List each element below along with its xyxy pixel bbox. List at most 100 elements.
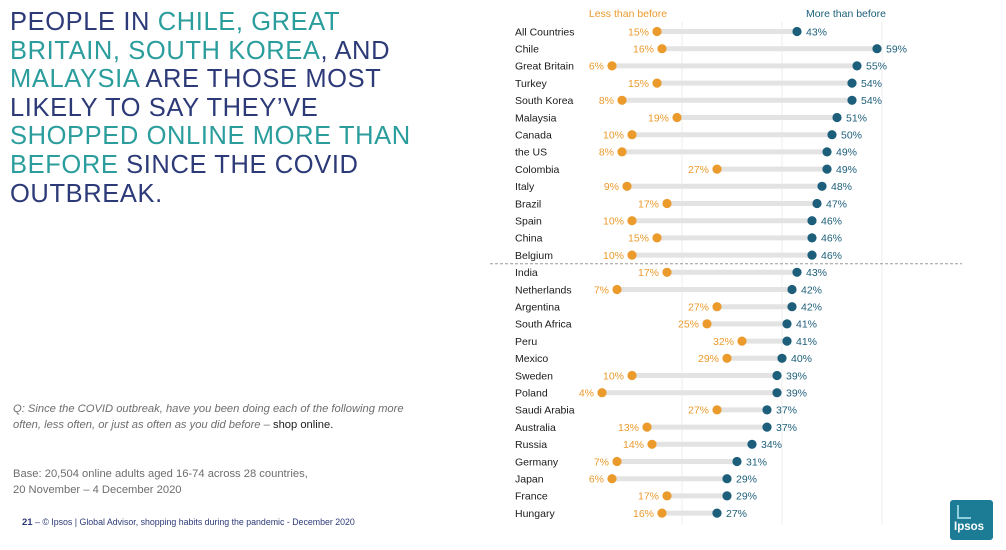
less-value-label: 15%: [628, 78, 649, 90]
more-point: [747, 439, 757, 449]
category-label: the US: [515, 147, 547, 159]
more-point: [722, 474, 732, 484]
more-point: [812, 198, 822, 209]
headline-part-4: SINCE THE COVID OUTBREAK.: [10, 150, 359, 208]
less-point: [652, 233, 662, 243]
headline-part-1: PEOPLE IN: [10, 8, 158, 36]
more-value-label: 39%: [786, 370, 807, 382]
more-value-label: 29%: [736, 474, 757, 486]
less-point: [617, 95, 627, 105]
base-note: Base: 20,504 online adults aged 16-74 ac…: [13, 467, 343, 498]
less-value-label: 7%: [594, 284, 609, 296]
chart-row: Turkey 15% 54%: [515, 78, 882, 90]
footer: 21 – © Ipsos | Global Advisor, shopping …: [22, 517, 355, 528]
less-point: [627, 216, 637, 226]
category-label: Argentina: [515, 302, 560, 314]
less-value-label: 9%: [604, 181, 619, 193]
chart-row: South Korea 8% 54%: [515, 95, 882, 107]
chart-row: Belgium 10% 46%: [515, 250, 842, 262]
chart-row: Argentina 27% 42%: [515, 302, 822, 314]
more-value-label: 40%: [791, 353, 812, 365]
less-point: [622, 181, 632, 191]
chart-row: Italy 9% 48%: [515, 181, 852, 193]
chart-row: Saudi Arabia 27% 37%: [515, 405, 797, 417]
headline: PEOPLE IN CHILE, GREAT BRITAIN, SOUTH KO…: [10, 8, 440, 208]
more-value-label: 48%: [831, 181, 852, 193]
chart-row: China 15% 46%: [515, 233, 842, 245]
less-point: [712, 405, 722, 415]
less-value-label: 10%: [603, 250, 624, 262]
category-label: Belgium: [515, 250, 553, 262]
survey-question: Q: Since the COVID outbreak, have you be…: [13, 402, 413, 433]
more-value-label: 43%: [806, 26, 827, 38]
more-point: [732, 456, 742, 467]
more-point: [807, 233, 817, 243]
headline-part-2: , AND: [320, 36, 391, 65]
more-point: [822, 147, 832, 157]
chart-row: Chile 16% 59%: [515, 44, 907, 56]
headline-highlight-shopped: SHOPPED ONLINE MORE THAN BEFORE: [10, 122, 411, 179]
category-label: Australia: [515, 422, 556, 434]
more-value-label: 37%: [776, 422, 797, 434]
more-value-label: 49%: [836, 164, 857, 176]
less-point: [652, 78, 662, 88]
more-point: [847, 95, 857, 105]
category-label: Japan: [515, 474, 544, 486]
less-point: [737, 336, 747, 346]
more-value-label: 50%: [841, 130, 862, 142]
chart-row: Sweden 10% 39%: [515, 370, 807, 382]
less-value-label: 6%: [589, 474, 604, 486]
less-value-label: 25%: [678, 319, 699, 331]
more-point: [807, 250, 817, 260]
less-value-label: 13%: [618, 422, 639, 434]
logo-text: Ipsos: [954, 521, 985, 533]
more-value-label: 43%: [806, 267, 827, 279]
category-label: Brazil: [515, 198, 541, 210]
chart-row: India 17% 43%: [515, 267, 827, 279]
more-value-label: 47%: [826, 198, 847, 210]
chart-row: All Countries 15% 43%: [515, 26, 827, 38]
more-value-label: 46%: [821, 233, 842, 245]
more-point: [712, 508, 722, 518]
category-label: Netherlands: [515, 284, 572, 296]
more-value-label: 54%: [861, 78, 882, 90]
category-label: Peru: [515, 336, 537, 348]
category-label: Mexico: [515, 353, 548, 365]
less-value-label: 17%: [638, 267, 659, 279]
base-line-1: Base: 20,504 online adults aged 16-74 ac…: [13, 468, 308, 480]
less-value-label: 14%: [623, 439, 644, 451]
logo-mark-icon: [957, 505, 971, 519]
chart-row: France 17% 29%: [515, 491, 757, 503]
less-value-label: 8%: [599, 147, 614, 159]
chart-row: Brazil 17% 47%: [515, 198, 847, 210]
chart-row: Hungary 16% 27%: [515, 508, 747, 520]
chart-row: Malaysia 19% 51%: [515, 112, 867, 124]
less-point: [702, 319, 712, 329]
less-value-label: 10%: [603, 130, 624, 142]
more-value-label: 34%: [761, 439, 782, 451]
less-point: [722, 353, 732, 363]
less-value-label: 19%: [648, 112, 669, 124]
legend-less-than-before: Less than before: [589, 8, 667, 20]
less-point: [612, 456, 622, 467]
more-point: [787, 302, 797, 312]
less-value-label: 27%: [688, 164, 709, 176]
question-emphasis: shop online.: [272, 418, 334, 431]
less-point: [647, 439, 657, 449]
more-point: [792, 267, 802, 277]
more-value-label: 55%: [866, 61, 887, 73]
more-value-label: 59%: [886, 44, 907, 56]
more-value-label: 49%: [836, 147, 857, 159]
less-value-label: 32%: [713, 336, 734, 348]
more-point: [807, 216, 817, 226]
more-value-label: 41%: [796, 319, 817, 331]
category-label: India: [515, 267, 538, 279]
category-label: South Africa: [515, 319, 572, 331]
less-value-label: 27%: [688, 302, 709, 314]
category-label: Malaysia: [515, 112, 557, 124]
legend-more-than-before: More than before: [806, 8, 886, 20]
chart-rows: All Countries 15% 43% Chile 16% 59% Great Brit…: [515, 26, 907, 520]
more-value-label: 42%: [801, 284, 822, 296]
less-point: [662, 491, 672, 501]
less-point: [657, 508, 667, 518]
